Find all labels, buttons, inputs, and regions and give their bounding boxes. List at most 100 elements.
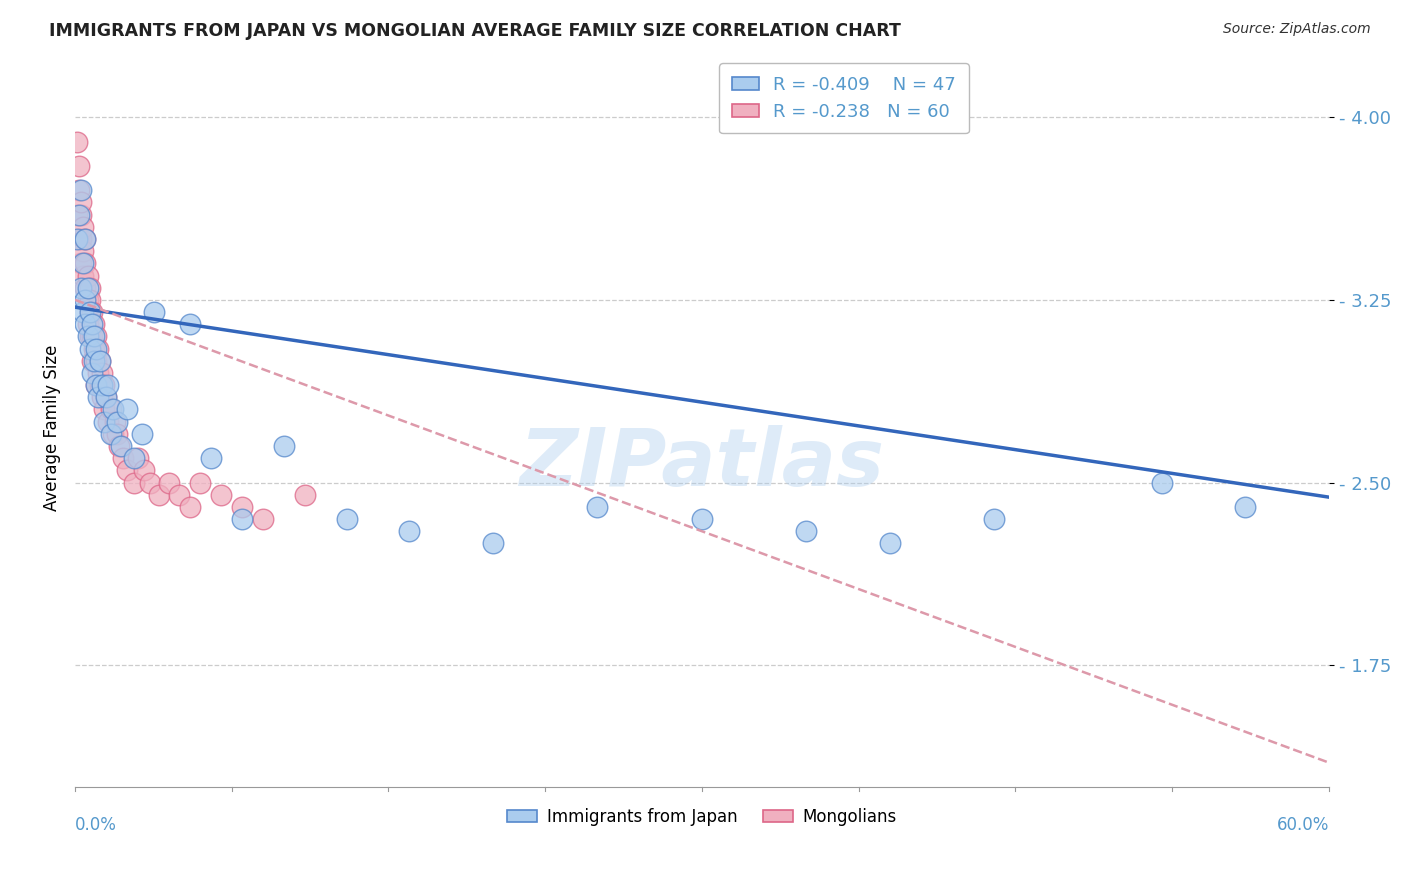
Point [101,426,124,441]
Point [83,342,105,356]
Point [67,232,90,246]
Point [80,317,103,331]
Point [79,342,101,356]
Point [83,353,105,368]
Point [75,293,97,307]
Point [190,475,212,490]
Point [79,281,101,295]
Text: 0.0%: 0.0% [75,815,117,834]
Point [983,512,1005,526]
Point [91,390,114,404]
Point [79,293,101,307]
Point [231,512,253,526]
Point [66,232,89,246]
Point [586,500,609,514]
Point [89,378,111,392]
Point [76,293,98,307]
Point [76,281,98,295]
Point [122,451,145,466]
Point [91,366,114,380]
Point [169,488,191,502]
Text: 60.0%: 60.0% [1277,815,1329,834]
Point [96,390,118,404]
Point [66,208,89,222]
Point [70,281,93,295]
Point [70,195,93,210]
Point [75,256,97,270]
Point [79,305,101,319]
Point [75,281,97,295]
Y-axis label: Average Family Size: Average Family Size [44,344,60,511]
Point [179,500,201,514]
Point [139,475,162,490]
Point [80,305,103,319]
Point [72,268,94,283]
Point [83,317,105,331]
Point [796,524,818,539]
Point [76,268,98,283]
Point [105,426,128,441]
Point [70,232,93,246]
Point [110,439,132,453]
Point [89,353,111,368]
Point [76,317,98,331]
Point [70,183,93,197]
Point [122,475,145,490]
Point [87,342,110,356]
Text: IMMIGRANTS FROM JAPAN VS MONGOLIAN AVERAGE FAMILY SIZE CORRELATION CHART: IMMIGRANTS FROM JAPAN VS MONGOLIAN AVERA… [49,22,901,40]
Point [75,232,97,246]
Point [72,244,94,259]
Point [148,488,170,502]
Point [117,463,139,477]
Point [87,366,110,380]
Point [112,451,135,466]
Point [84,378,107,392]
Point [398,524,420,539]
Legend: Immigrants from Japan, Mongolians: Immigrants from Japan, Mongolians [501,801,904,832]
Point [66,135,89,149]
Point [70,256,93,270]
Point [87,390,110,404]
Point [83,329,105,343]
Point [70,208,93,222]
Point [80,366,103,380]
Point [96,390,118,404]
Point [690,512,713,526]
Point [108,439,131,453]
Point [76,329,98,343]
Point [117,402,139,417]
Point [294,488,316,502]
Point [127,451,149,466]
Point [75,232,97,246]
Point [84,378,107,392]
Point [143,305,166,319]
Point [89,353,111,368]
Point [100,426,122,441]
Point [273,439,295,453]
Point [72,305,94,319]
Point [97,378,120,392]
Point [209,488,232,502]
Point [157,475,180,490]
Point [879,536,901,550]
Point [75,317,97,331]
Point [79,305,101,319]
Point [104,415,127,429]
Point [93,402,115,417]
Point [80,329,103,343]
Point [132,463,155,477]
Point [1234,500,1257,514]
Point [67,183,90,197]
Point [252,512,274,526]
Point [482,536,505,550]
Text: Source: ZipAtlas.com: Source: ZipAtlas.com [1223,22,1371,37]
Point [72,256,94,270]
Point [101,402,124,417]
Point [93,378,115,392]
Point [67,208,90,222]
Point [1150,475,1173,490]
Point [79,329,101,343]
Point [336,512,359,526]
Point [84,353,107,368]
Point [80,353,103,368]
